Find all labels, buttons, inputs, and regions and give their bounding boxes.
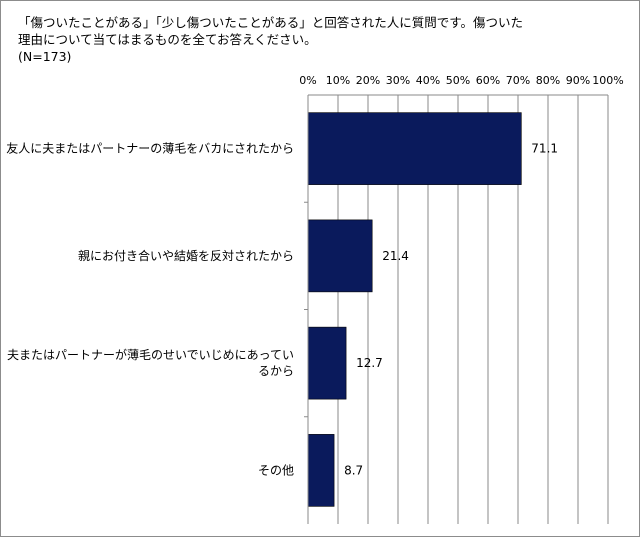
bar: [307, 434, 335, 507]
category-label: 親にお付き合いや結婚を反対されたから: [78, 248, 294, 263]
x-tick-label: 70%: [506, 74, 530, 87]
chart-title-line-2: 理由について当てはまるものを全てお答えください。: [18, 32, 317, 47]
x-tick-label: 80%: [536, 74, 560, 87]
data-label: 8.7: [344, 463, 363, 477]
x-tick-label: 30%: [386, 74, 410, 87]
category-label: 友人に夫またはパートナーの薄毛をバカにされたから: [6, 141, 294, 156]
category-label: その他: [258, 463, 294, 477]
chart-sample-size: (N=173): [18, 49, 72, 64]
chart-title: 「傷ついたことがある」「少し傷ついたことがある」と回答された人に質問です。傷つい…: [18, 14, 618, 65]
chart-title-line-1: 「傷ついたことがある」「少し傷ついたことがある」と回答された人に質問です。傷つい…: [18, 15, 524, 30]
bar: [307, 219, 373, 293]
category-label: るから: [258, 364, 294, 378]
bar: [307, 112, 522, 185]
x-tick-label: 10%: [326, 74, 350, 87]
x-tick-label: 0%: [299, 74, 316, 87]
data-label: 12.7: [356, 356, 383, 370]
x-tick-label: 50%: [446, 74, 470, 87]
x-tick-label: 90%: [566, 74, 590, 87]
x-tick-label: 20%: [356, 74, 380, 87]
x-tick-label: 100%: [592, 74, 623, 87]
bar: [307, 326, 347, 400]
data-label: 21.4: [382, 249, 409, 263]
data-label: 71.1: [531, 142, 558, 156]
category-label: 夫またはパートナーが薄毛のせいでいじめにあってい: [7, 347, 294, 362]
x-tick-label: 60%: [476, 74, 500, 87]
x-tick-label: 40%: [416, 74, 440, 87]
